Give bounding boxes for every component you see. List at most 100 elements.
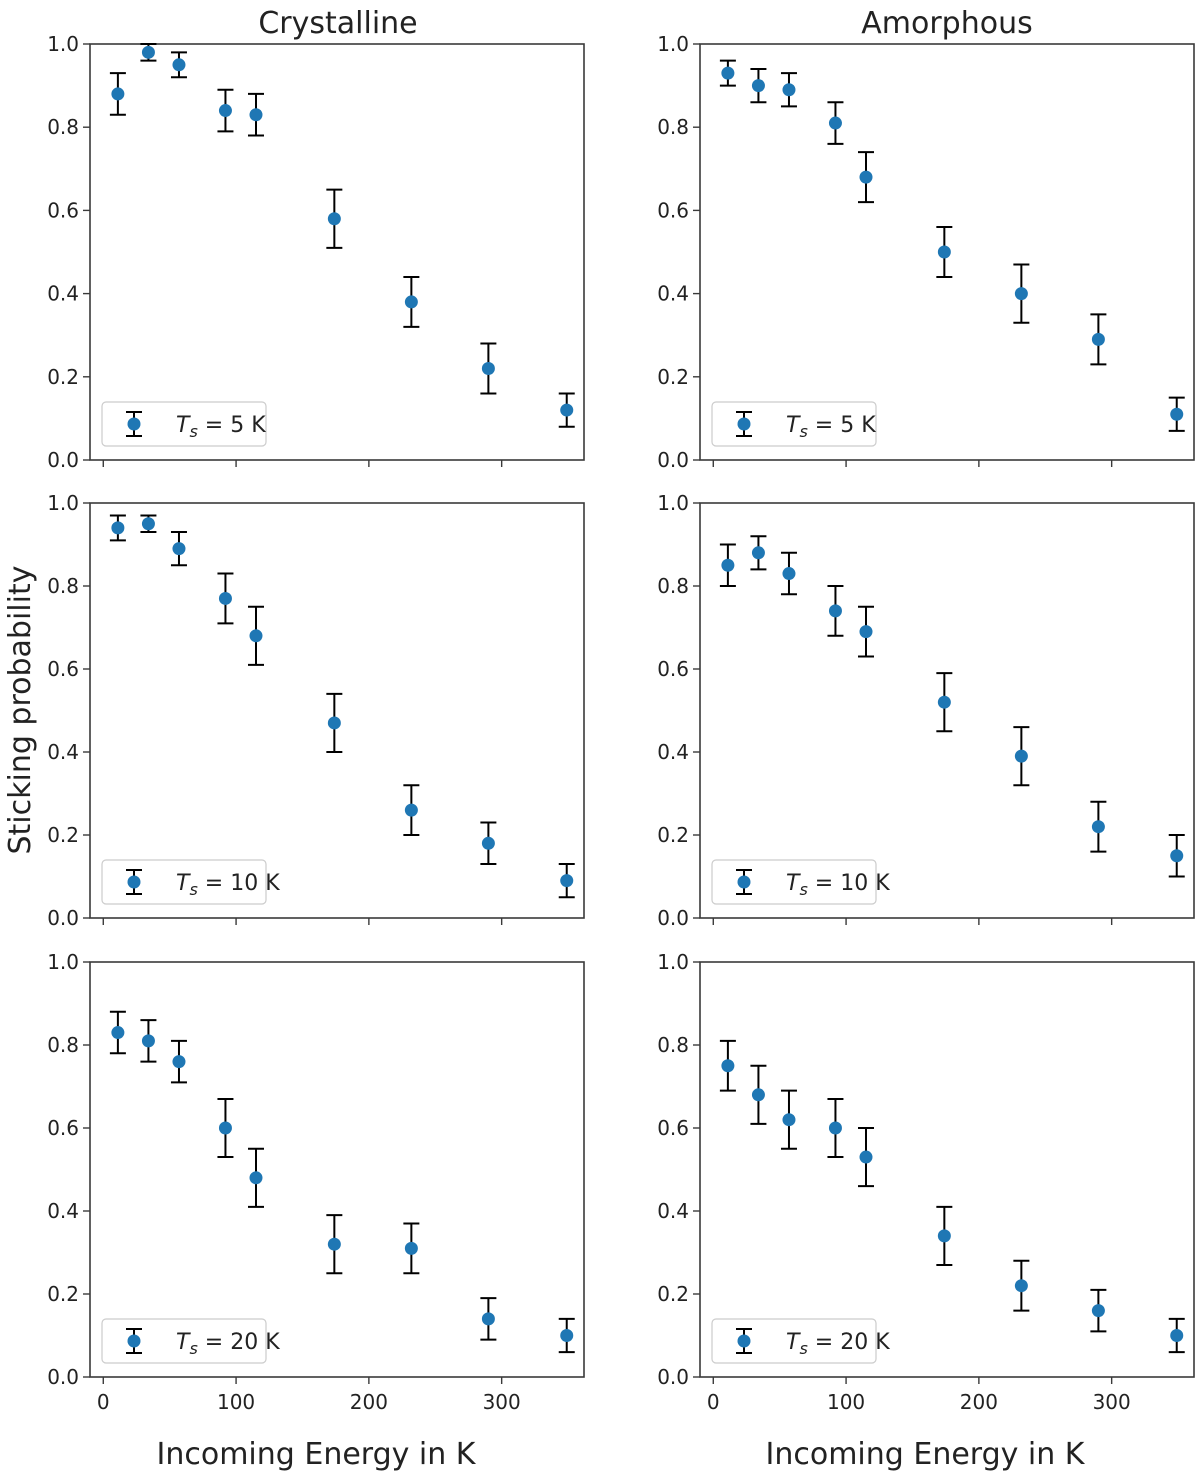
legend-label: Ts = 5 K [786, 413, 876, 441]
axes-frame [699, 502, 1195, 919]
y-tick-label: 0.8 [657, 115, 689, 139]
data-point [111, 87, 125, 101]
x-tick-label: 0 [707, 1390, 720, 1414]
y-tick-label: 0.4 [657, 282, 689, 306]
y-tick-label: 1.0 [657, 32, 689, 56]
y-tick-label: 0.0 [47, 448, 79, 472]
data-point [1170, 407, 1184, 421]
data-point [1014, 1279, 1028, 1293]
legend-label: Ts = 5 K [176, 413, 266, 441]
y-tick-label: 1.0 [47, 32, 79, 56]
x-axis-label-crystalline: Incoming Energy in K [157, 1437, 477, 1472]
data-point [782, 83, 796, 97]
data-point [327, 1237, 341, 1251]
data-point [172, 1055, 186, 1069]
y-tick-label: 0.4 [47, 282, 79, 306]
x-tick-label: 100 [827, 1390, 865, 1414]
y-tick-label: 0.2 [47, 365, 79, 389]
data-point [249, 629, 263, 643]
data-point [859, 170, 873, 184]
y-tick-label: 0.8 [657, 1033, 689, 1057]
data-point [560, 403, 574, 417]
data-point [141, 1034, 155, 1048]
x-tick-label: 200 [960, 1390, 998, 1414]
legend: Ts = 5 K [101, 401, 267, 447]
y-tick-label: 1.0 [657, 950, 689, 974]
data-point [782, 1113, 796, 1127]
legend-box [101, 1318, 267, 1364]
y-tick-label: 0.2 [657, 1282, 689, 1306]
legend: Ts = 20 K [101, 1318, 280, 1364]
data-point [218, 104, 232, 118]
data-point [404, 295, 418, 309]
legend-marker [127, 875, 141, 889]
panel-amorphous-row-0: 0.0 0.2 0.4 0.6 0.8 1.0 Ts = 5 K [657, 32, 1195, 472]
data-point [172, 542, 186, 556]
legend-label: Ts = 20 K [786, 1330, 890, 1358]
legend-label: Ts = 20 K [176, 1330, 280, 1358]
y-tick-label: 0.2 [657, 823, 689, 847]
y-tick-label: 0.4 [657, 740, 689, 764]
y-tick-label: 0.4 [47, 740, 79, 764]
legend: Ts = 20 K [711, 1318, 890, 1364]
data-point [751, 546, 765, 560]
y-tick-label: 0.4 [47, 1199, 79, 1223]
y-tick-label: 1.0 [657, 491, 689, 515]
panel-crystalline-row-1: 0.0 0.2 0.4 0.6 0.8 1.0 Ts = 10 K [47, 491, 585, 930]
y-tick-label: 0.6 [47, 198, 79, 222]
data-point [828, 1121, 842, 1135]
legend-marker [127, 417, 141, 431]
data-point [327, 212, 341, 226]
data-point [1014, 749, 1028, 763]
data-point [1170, 1329, 1184, 1342]
data-point [1170, 849, 1184, 863]
panels-grid: 0.00.20.40.60.81.0Ts = 5 K0.00.20.40.60.… [47, 32, 1195, 1414]
data-point [249, 1171, 263, 1185]
data-point [327, 716, 341, 730]
data-point [937, 1229, 951, 1243]
data-point [172, 58, 186, 72]
y-tick-label: 0.6 [657, 1116, 689, 1140]
legend-marker [127, 1334, 141, 1348]
panel-amorphous-row-2: 0.0 0.2 0.4 0.6 0.8 1.0 0 100 200 300 Ts = 20 K [657, 950, 1195, 1414]
legend-box [711, 401, 877, 447]
y-tick-label: 0.8 [657, 574, 689, 598]
y-tick-label: 0.0 [657, 448, 689, 472]
axes-frame [699, 43, 1195, 461]
data-point [481, 361, 495, 375]
data-point [937, 245, 951, 259]
data-point [828, 604, 842, 618]
y-tick-label: 0.0 [47, 1365, 79, 1389]
data-point [111, 521, 125, 535]
panel-crystalline-row-2: 0.0 0.2 0.4 0.6 0.8 1.0 0 100 200 300 Ts = 20 K [47, 950, 585, 1414]
y-tick-label: 0.2 [47, 1282, 79, 1306]
legend-box [101, 859, 267, 905]
data-point [1091, 820, 1105, 834]
y-tick-label: 0.0 [657, 1365, 689, 1389]
data-point [1091, 332, 1105, 346]
data-point [751, 79, 765, 93]
x-tick-label: 0 [97, 1390, 110, 1414]
data-point [721, 66, 735, 80]
data-point [481, 1312, 495, 1326]
data-point [111, 1026, 125, 1040]
y-tick-label: 0.8 [47, 574, 79, 598]
panel-amorphous-row-1: 0.0 0.2 0.4 0.6 0.8 1.0 Ts = 10 K [657, 491, 1195, 930]
axes-frame [699, 961, 1195, 1378]
x-tick-label: 300 [1093, 1390, 1131, 1414]
axes-frame [89, 961, 585, 1378]
data-point [481, 836, 495, 850]
legend-marker [737, 1334, 751, 1348]
data-point [218, 1121, 232, 1135]
column-title-amorphous: Amorphous [861, 6, 1033, 41]
y-tick-label: 0.0 [657, 906, 689, 930]
data-point [1091, 1304, 1105, 1318]
y-tick-label: 0.0 [47, 906, 79, 930]
data-point [404, 1241, 418, 1255]
data-point [249, 108, 263, 122]
y-axis-label: Sticking probability [3, 566, 38, 855]
legend: Ts = 10 K [711, 859, 890, 905]
data-point [1014, 287, 1028, 301]
legend-box [101, 401, 267, 447]
y-tick-label: 0.6 [47, 1116, 79, 1140]
